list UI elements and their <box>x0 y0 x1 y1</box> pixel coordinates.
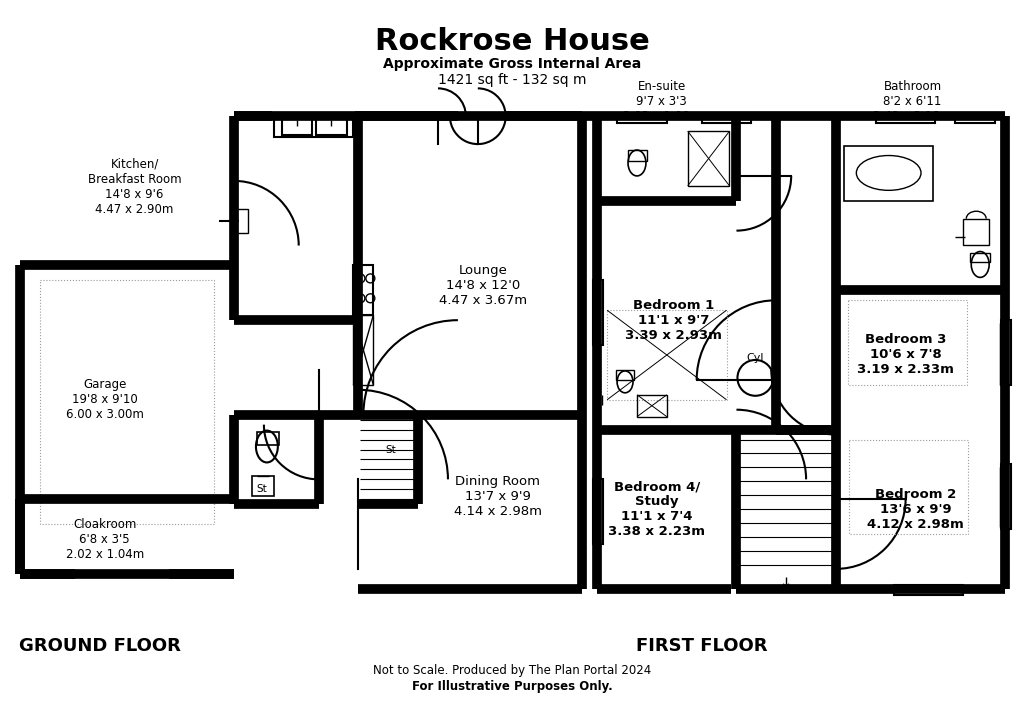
Bar <box>606 310 726 399</box>
Bar <box>315 119 347 135</box>
Bar <box>962 218 988 245</box>
Bar <box>636 395 666 416</box>
Bar <box>40 281 214 524</box>
Text: 1421 sq ft - 132 sq m: 1421 sq ft - 132 sq m <box>438 74 586 88</box>
Bar <box>1000 464 1010 529</box>
Bar <box>847 300 966 385</box>
Text: Bedroom 3
10'6 x 7'8
3.19 x 2.33m: Bedroom 3 10'6 x 7'8 3.19 x 2.33m <box>856 334 953 377</box>
Text: Bedroom 4/
Study
11'1 x 7'4
3.38 x 2.23m: Bedroom 4/ Study 11'1 x 7'4 3.38 x 2.23m <box>607 480 705 538</box>
Text: Garage
19'8 x 9'10
6.00 x 3.00m: Garage 19'8 x 9'10 6.00 x 3.00m <box>65 378 144 421</box>
Text: Cyl: Cyl <box>746 353 763 363</box>
Bar <box>843 146 932 201</box>
Text: FIRST FLOOR: FIRST FLOOR <box>635 638 766 655</box>
Bar <box>687 131 729 186</box>
Text: GROUND FLOOR: GROUND FLOOR <box>18 638 180 655</box>
Text: Cloakroom
6'8 x 3'5
2.02 x 1.04m: Cloakroom 6'8 x 3'5 2.02 x 1.04m <box>65 518 144 561</box>
Bar <box>593 281 602 345</box>
Text: Kitchen/
Breakfast Room
14'8 x 9'6
4.47 x 2.90m: Kitchen/ Breakfast Room 14'8 x 9'6 4.47 … <box>88 158 181 216</box>
Bar <box>969 252 989 262</box>
Text: Dining Room
13'7 x 9'9
4.14 x 2.98m: Dining Room 13'7 x 9'9 4.14 x 2.98m <box>453 475 541 518</box>
Bar <box>235 209 248 233</box>
Bar <box>281 119 312 135</box>
Text: St: St <box>257 484 267 494</box>
Bar <box>628 150 646 161</box>
Bar <box>955 113 995 123</box>
Text: St: St <box>385 445 396 455</box>
Text: En-suite
9'7 x 3'3
2.93 x 1.00m: En-suite 9'7 x 3'3 2.93 x 1.00m <box>623 80 700 123</box>
Bar <box>893 585 962 595</box>
Bar <box>616 113 666 123</box>
Bar <box>252 477 273 496</box>
Text: Bathroom
8'2 x 6'11
2.49 x 2.10m: Bathroom 8'2 x 6'11 2.49 x 2.10m <box>872 80 951 123</box>
Bar <box>257 431 278 445</box>
Bar <box>1000 320 1010 385</box>
Text: For Illustrative Purposes Only.: For Illustrative Purposes Only. <box>412 680 612 693</box>
Bar <box>615 370 634 380</box>
Bar <box>354 315 373 385</box>
Text: Lounge
14'8 x 12'0
4.47 x 3.67m: Lounge 14'8 x 12'0 4.47 x 3.67m <box>438 264 527 307</box>
Text: Bedroom 2
13'6 x 9'9
4.12 x 2.98m: Bedroom 2 13'6 x 9'9 4.12 x 2.98m <box>866 488 963 531</box>
Bar <box>273 117 354 137</box>
Text: Bedroom 1
11'1 x 9'7
3.39 x 2.93m: Bedroom 1 11'1 x 9'7 3.39 x 2.93m <box>625 298 721 341</box>
Text: Not to Scale. Produced by The Plan Portal 2024: Not to Scale. Produced by The Plan Porta… <box>373 664 651 677</box>
Bar <box>875 113 934 123</box>
Bar <box>593 479 602 544</box>
Text: Rockrose House: Rockrose House <box>375 27 649 56</box>
Bar <box>701 113 751 123</box>
Text: Approximate Gross Internal Area: Approximate Gross Internal Area <box>383 57 641 71</box>
Bar <box>848 440 967 534</box>
Bar <box>354 265 373 315</box>
